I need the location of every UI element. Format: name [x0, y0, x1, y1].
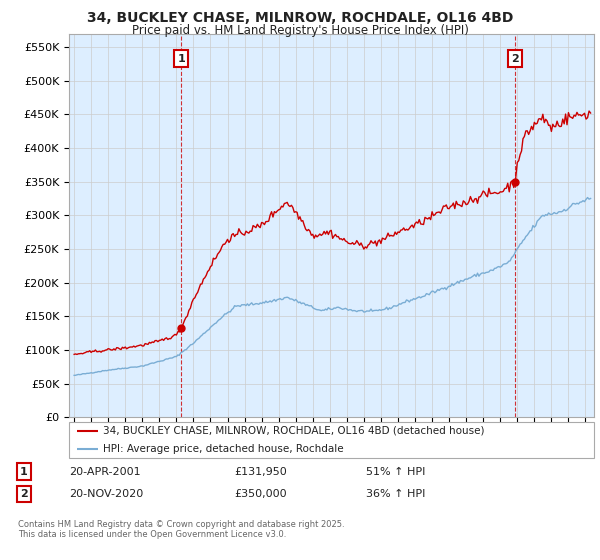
Text: 1: 1	[20, 466, 28, 477]
Text: £131,950: £131,950	[234, 466, 287, 477]
Text: 2: 2	[20, 489, 28, 499]
Text: 20-NOV-2020: 20-NOV-2020	[69, 489, 143, 499]
FancyBboxPatch shape	[69, 422, 594, 458]
Text: 1: 1	[178, 54, 185, 63]
Text: 20-APR-2001: 20-APR-2001	[69, 466, 140, 477]
Text: 2: 2	[511, 54, 519, 63]
Text: 34, BUCKLEY CHASE, MILNROW, ROCHDALE, OL16 4BD (detached house): 34, BUCKLEY CHASE, MILNROW, ROCHDALE, OL…	[103, 426, 485, 436]
Text: 34, BUCKLEY CHASE, MILNROW, ROCHDALE, OL16 4BD: 34, BUCKLEY CHASE, MILNROW, ROCHDALE, OL…	[87, 11, 513, 25]
Text: Price paid vs. HM Land Registry's House Price Index (HPI): Price paid vs. HM Land Registry's House …	[131, 24, 469, 36]
Text: £350,000: £350,000	[234, 489, 287, 499]
Text: 51% ↑ HPI: 51% ↑ HPI	[366, 466, 425, 477]
Text: 36% ↑ HPI: 36% ↑ HPI	[366, 489, 425, 499]
Text: Contains HM Land Registry data © Crown copyright and database right 2025.
This d: Contains HM Land Registry data © Crown c…	[18, 520, 344, 539]
Text: HPI: Average price, detached house, Rochdale: HPI: Average price, detached house, Roch…	[103, 444, 344, 454]
